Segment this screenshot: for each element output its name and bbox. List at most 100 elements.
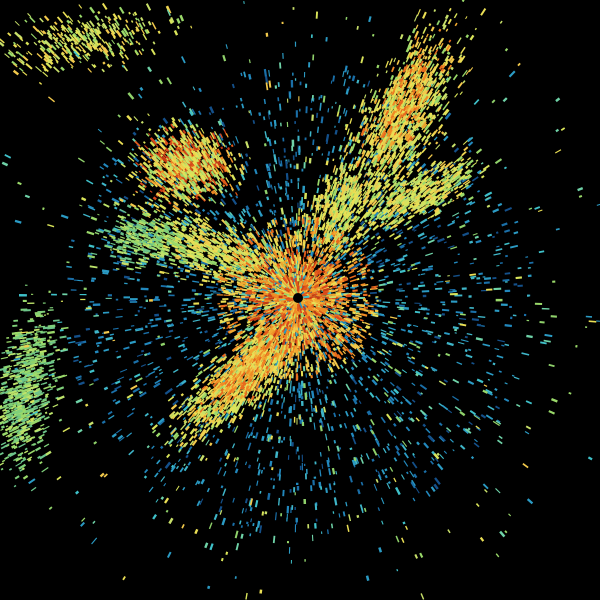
radar-echo xyxy=(436,280,444,283)
radar-echo xyxy=(419,218,428,225)
radar-echo xyxy=(305,373,308,378)
radar-echo xyxy=(274,451,279,459)
radar-echo xyxy=(154,472,159,478)
radar-echo xyxy=(488,359,492,363)
radar-echo xyxy=(144,325,148,329)
radar-echo xyxy=(192,280,200,283)
radar-echo xyxy=(411,399,416,403)
radar-echo xyxy=(390,262,396,266)
radar-echo xyxy=(375,259,383,264)
radar-echo xyxy=(320,531,323,534)
radar-echo xyxy=(191,289,196,292)
radar-echo xyxy=(129,301,138,303)
radar-echo xyxy=(109,333,114,336)
radar-echo xyxy=(476,277,481,280)
radar-echo xyxy=(433,236,439,241)
radar-echo xyxy=(126,432,133,438)
radar-echo xyxy=(382,321,389,325)
radar-echo xyxy=(298,382,301,390)
radar-echo xyxy=(399,304,405,307)
radar-echo xyxy=(198,87,202,93)
radar-echo xyxy=(453,261,458,264)
radar-echo xyxy=(301,400,304,406)
radar-echo xyxy=(288,159,290,163)
radar-echo xyxy=(398,416,404,422)
radar-echo xyxy=(456,424,461,428)
radar-echo xyxy=(386,482,391,490)
radar-echo xyxy=(326,386,329,389)
radar-echo xyxy=(220,498,224,504)
radar-echo xyxy=(422,294,427,298)
radar-echo xyxy=(115,178,123,184)
radar-echo xyxy=(501,222,508,227)
radar-echo xyxy=(103,163,109,168)
radar-echo xyxy=(327,425,331,432)
radar-echo xyxy=(418,369,423,373)
radar-echo xyxy=(297,182,299,190)
radar-echo xyxy=(68,245,74,249)
radar-echo xyxy=(188,446,193,451)
radar-echo xyxy=(298,390,301,399)
radar-echo xyxy=(303,71,306,78)
radar-echo xyxy=(204,294,212,297)
radar-echo xyxy=(517,284,523,287)
radar-echo xyxy=(168,329,174,333)
radar-echo xyxy=(412,454,416,459)
radar-echo xyxy=(403,452,409,459)
radar-echo xyxy=(223,233,230,239)
radar-echo xyxy=(210,293,214,295)
radar-echo xyxy=(504,289,511,293)
radar-echo xyxy=(290,179,293,184)
radar-echo xyxy=(185,275,190,279)
radar-echo xyxy=(136,143,140,148)
radar-echo xyxy=(504,272,511,275)
radar-echo xyxy=(88,257,92,260)
radar-echo xyxy=(456,314,459,317)
radar-echo xyxy=(292,155,295,161)
radar-echo xyxy=(247,434,251,439)
radar-echo xyxy=(73,355,80,359)
radar-echo xyxy=(254,168,258,175)
radar-echo xyxy=(423,416,428,420)
radar-echo xyxy=(70,289,77,291)
radar-echo xyxy=(492,208,500,214)
radar-echo xyxy=(345,501,348,507)
radar-echo xyxy=(454,332,457,334)
radar-echo xyxy=(144,468,149,474)
radar-echo xyxy=(180,307,184,310)
radar-echo xyxy=(291,139,295,147)
radar-echo xyxy=(196,500,201,507)
radar-echo xyxy=(324,394,328,401)
radar-echo xyxy=(295,367,297,373)
radar-echo xyxy=(322,315,326,320)
radar-echo xyxy=(203,187,207,191)
radar-echo xyxy=(155,336,164,340)
radar-echo xyxy=(220,198,227,206)
radar-echo xyxy=(393,435,397,439)
radar-echo xyxy=(128,299,137,302)
radar-echo xyxy=(344,110,348,117)
radar-echo xyxy=(266,196,270,201)
radar-echo xyxy=(95,341,102,345)
radar-echo xyxy=(428,265,434,268)
radar-echo xyxy=(239,302,244,305)
radar-echo xyxy=(401,474,405,480)
radar-echo xyxy=(293,404,296,411)
radar-echo xyxy=(199,498,204,506)
radar-echo xyxy=(206,211,211,216)
radar-echo xyxy=(468,295,472,298)
radar-echo xyxy=(384,275,389,278)
radar-echo xyxy=(195,480,199,486)
radar-echo xyxy=(257,449,261,454)
radar-echo xyxy=(418,308,426,311)
radar-echo xyxy=(212,434,216,438)
radar-echo xyxy=(311,372,313,376)
radar-echo xyxy=(436,237,445,243)
radar-echo xyxy=(151,445,155,450)
radar-echo xyxy=(345,410,349,417)
radar-echo xyxy=(174,335,181,340)
radar-echo xyxy=(158,368,162,372)
radar-echo xyxy=(240,210,246,217)
radar-echo xyxy=(192,319,201,323)
radar-echo xyxy=(291,442,294,447)
